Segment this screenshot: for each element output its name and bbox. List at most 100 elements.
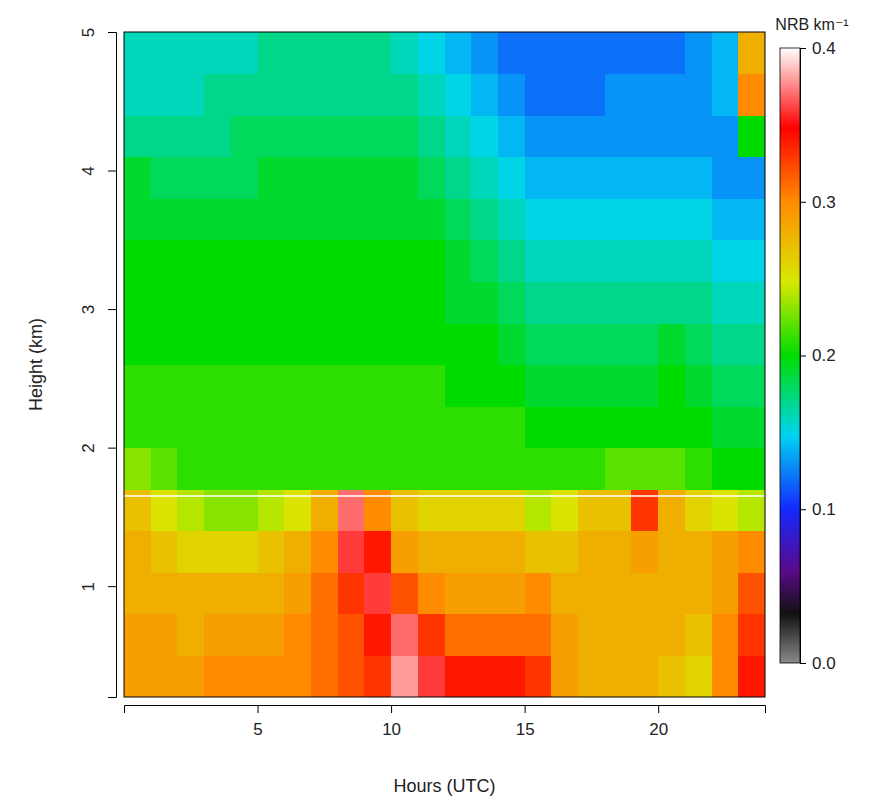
heatmap-cell: [204, 614, 231, 656]
heatmap-cell: [498, 448, 525, 490]
heatmap-cell: [445, 572, 472, 614]
heatmap-cell: [471, 323, 498, 365]
heatmap-cell: [471, 448, 498, 490]
heatmap-cell: [151, 655, 178, 697]
heatmap-cell: [284, 115, 311, 157]
heatmap-cell: [712, 198, 739, 240]
plot-area: [124, 32, 765, 697]
heatmap-cell: [151, 281, 178, 323]
heatmap-cell: [284, 572, 311, 614]
y-axis: 12345: [79, 28, 117, 698]
heatmap-cell: [525, 406, 552, 448]
heatmap-cell: [738, 74, 765, 116]
heatmap-cell: [525, 365, 552, 407]
heatmap-cell: [311, 365, 338, 407]
heatmap-cell: [658, 240, 685, 282]
heatmap-cell: [151, 448, 178, 490]
heatmap-cell: [151, 614, 178, 656]
heatmap-cell: [177, 531, 204, 573]
x-tick: 5: [253, 705, 262, 739]
heatmap-cell: [525, 531, 552, 573]
x-axis-line: [125, 706, 766, 714]
heatmap-cell: [231, 655, 258, 697]
heatmap-cell: [258, 323, 285, 365]
heatmap-cell: [311, 115, 338, 157]
heatmap-cell: [578, 240, 605, 282]
y-tick-mark: [108, 171, 116, 172]
heatmap-cell: [498, 406, 525, 448]
heatmap-cell: [258, 572, 285, 614]
heatmap-cell: [525, 74, 552, 116]
x-axis-title: Hours (UTC): [394, 776, 496, 796]
heatmap-cell: [418, 572, 445, 614]
heatmap-cell: [418, 365, 445, 407]
heatmap-cell: [311, 157, 338, 199]
heatmap-cell: [738, 32, 765, 74]
heatmap-cell: [445, 531, 472, 573]
colorbar-tick-mark: [800, 509, 806, 510]
heatmap-cell: [685, 74, 712, 116]
heatmap-cell: [738, 655, 765, 697]
heatmap-cell: [418, 655, 445, 697]
heatmap-cell: [712, 365, 739, 407]
heatmap-cell: [391, 406, 418, 448]
heatmap-cell: [712, 281, 739, 323]
heatmap-cell: [258, 448, 285, 490]
heatmap-cell: [364, 531, 391, 573]
heatmap-cell: [177, 572, 204, 614]
heatmap-cell: [418, 74, 445, 116]
heatmap-cell: [391, 157, 418, 199]
heatmap-cell: [738, 157, 765, 199]
heatmap-cell: [418, 281, 445, 323]
heatmap-cell: [391, 74, 418, 116]
heatmap-cell: [525, 323, 552, 365]
heatmap-cell: [338, 655, 365, 697]
heatmap-cell: [311, 74, 338, 116]
y-tick: 4: [79, 166, 116, 175]
heatmap-cell: [658, 198, 685, 240]
heatmap-cell: [231, 614, 258, 656]
heatmap-cell: [631, 448, 658, 490]
heatmap-cell: [551, 531, 578, 573]
heatmap-cell: [391, 32, 418, 74]
heatmap-cell: [284, 240, 311, 282]
heatmap-cell: [391, 531, 418, 573]
heatmap-cell: [177, 281, 204, 323]
heatmap-cell: [525, 240, 552, 282]
heatmap-cell: [471, 365, 498, 407]
heatmap-cell: [418, 32, 445, 74]
heatmap-cell: [498, 115, 525, 157]
heatmap-cell: [364, 32, 391, 74]
heatmap-cell: [418, 448, 445, 490]
heatmap-cell: [631, 655, 658, 697]
heatmap-cell: [204, 240, 231, 282]
heatmap-cell: [338, 531, 365, 573]
y-tick: 3: [79, 305, 116, 314]
heatmap-cell: [525, 32, 552, 74]
heatmap-cell: [712, 115, 739, 157]
heatmap-cell: [578, 115, 605, 157]
heatmap-cell: [258, 365, 285, 407]
heatmap-cell: [445, 406, 472, 448]
heatmap-cell: [258, 655, 285, 697]
heatmap-cell: [631, 614, 658, 656]
heatmap-cell: [738, 365, 765, 407]
heatmap-cell: [578, 655, 605, 697]
colorbar-tick-label: 0.2: [812, 346, 836, 365]
heatmap-cell: [151, 240, 178, 282]
heatmap-cell: [311, 448, 338, 490]
heatmap-cell: [311, 655, 338, 697]
heatmap-cell: [204, 74, 231, 116]
heatmap-cell: [578, 198, 605, 240]
heatmap-cell: [204, 323, 231, 365]
heatmap-cell: [258, 281, 285, 323]
heatmap-cell: [498, 655, 525, 697]
colorbar-tick: 0.3: [800, 193, 836, 212]
heatmap-cell: [418, 240, 445, 282]
heatmap-cell: [685, 572, 712, 614]
heatmap-cell: [658, 572, 685, 614]
heatmap-cell: [658, 531, 685, 573]
heatmap-cell: [631, 323, 658, 365]
heatmap-cell: [311, 614, 338, 656]
heatmap-cell: [311, 531, 338, 573]
